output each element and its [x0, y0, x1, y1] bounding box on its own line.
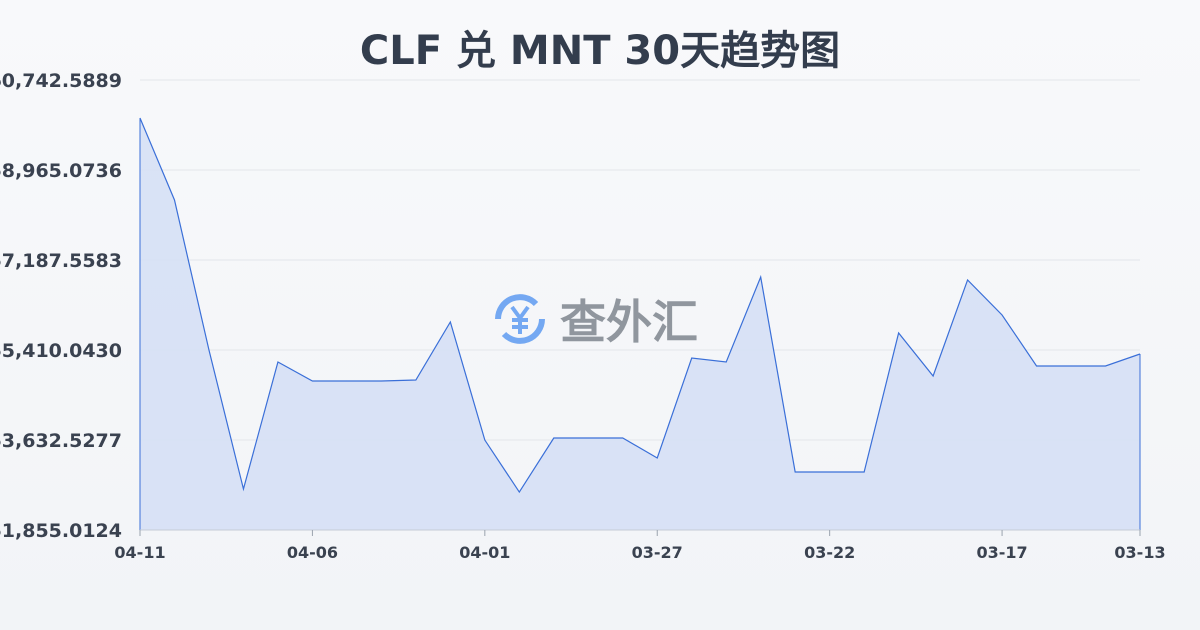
yen-exchange-icon	[495, 294, 545, 344]
x-tick-label: 03-17	[976, 543, 1027, 562]
x-tick-label: 04-11	[114, 543, 165, 562]
y-tick-label: 57,187.5583	[0, 250, 122, 272]
y-tick-label: 51,855.0124	[0, 520, 122, 542]
watermark: 查外汇	[490, 286, 698, 352]
y-tick-label: 60,742.5889	[0, 70, 122, 92]
x-tick-label: 04-01	[459, 543, 510, 562]
area-fill	[140, 118, 1140, 530]
x-tick-label: 03-13	[1114, 543, 1165, 562]
y-tick-label: 55,410.0430	[0, 340, 122, 362]
x-tick-label: 03-27	[632, 543, 683, 562]
y-tick-label: 53,632.5277	[0, 430, 122, 452]
series-line	[139, 117, 1141, 494]
watermark-text: 查外汇	[560, 295, 698, 349]
x-tick-label: 04-06	[287, 543, 338, 562]
y-tick-label: 58,965.0736	[0, 160, 122, 182]
chart-title: CLF 兑 MNT 30天趋势图	[359, 28, 841, 74]
x-tick-label: 03-22	[804, 543, 855, 562]
